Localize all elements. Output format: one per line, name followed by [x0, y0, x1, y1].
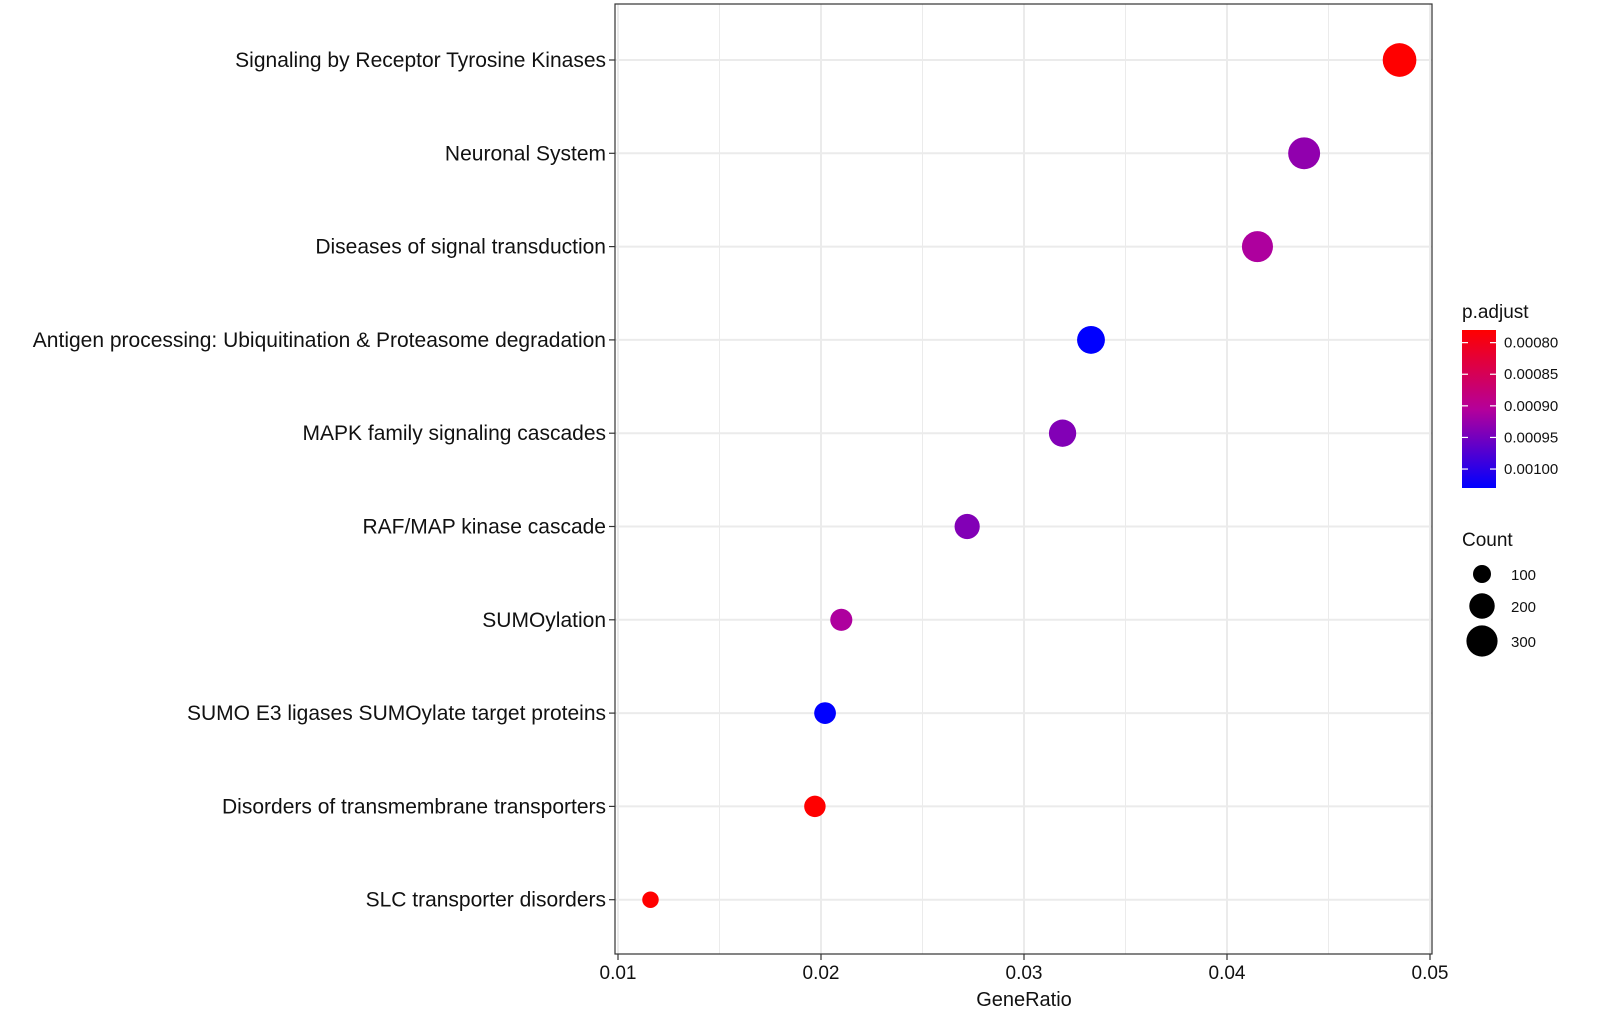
y-category-label: Disorders of transmembrane transporters [222, 795, 606, 818]
x-tick-label: 0.05 [1412, 963, 1449, 984]
x-tick-label: 0.03 [1006, 963, 1043, 984]
color-legend-label: 0.00100 [1504, 461, 1558, 478]
size-legend-dot [1469, 593, 1495, 619]
color-legend-ticks: 0.00080 0.00085 0.00090 0.00095 0.00100 [1462, 335, 1558, 478]
y-category-label: RAF/MAP kinase cascade [362, 516, 606, 539]
color-legend-title: p.adjust [1462, 302, 1529, 323]
y-category-label: MAPK family signaling cascades [303, 422, 606, 445]
y-category-label: Antigen processing: Ubiquitination & Pro… [33, 329, 606, 352]
color-legend-label: 0.00095 [1504, 429, 1558, 446]
size-legend: Count 100 200 300 [1462, 530, 1536, 657]
data-point [642, 891, 659, 908]
size-legend-title: Count [1462, 530, 1513, 551]
size-legend-dot [1473, 565, 1491, 583]
data-points [642, 43, 1417, 908]
color-legend-bar [1462, 330, 1496, 488]
y-category-label: Signaling by Receptor Tyrosine Kinases [235, 49, 606, 72]
color-legend-label: 0.00085 [1504, 366, 1558, 383]
data-point [1288, 137, 1321, 170]
size-legend-label: 300 [1511, 634, 1536, 651]
size-legend-label: 100 [1511, 567, 1536, 584]
x-tick-label: 0.02 [803, 963, 840, 984]
x-axis: 0.01 0.02 0.03 0.04 0.05 [600, 954, 1449, 984]
y-category-label: Diseases of signal transduction [315, 236, 606, 259]
data-point [1048, 419, 1077, 447]
size-legend-dot [1466, 625, 1498, 657]
size-legend-label: 200 [1511, 599, 1536, 616]
color-legend: p.adjust 0.000800.000850.000900.000950.0… [1462, 302, 1558, 488]
data-point [830, 608, 853, 631]
plot-panel [614, 3, 1433, 955]
color-legend-label: 0.00090 [1504, 398, 1558, 415]
y-category-label: SUMOylation [482, 609, 606, 632]
x-tick-label: 0.04 [1209, 963, 1246, 984]
y-category-label: SLC transporter disorders [366, 889, 606, 912]
data-point [804, 795, 826, 818]
data-point [1382, 43, 1417, 77]
data-point [1241, 231, 1273, 263]
data-point [954, 513, 980, 540]
y-category-label: Neuronal System [445, 142, 606, 165]
x-tick-label: 0.01 [600, 963, 637, 984]
color-legend-label: 0.00080 [1504, 335, 1558, 352]
data-point [814, 702, 836, 724]
y-category-label: SUMO E3 ligases SUMOylate target protein… [187, 702, 606, 725]
x-axis-title: GeneRatio [976, 989, 1072, 1011]
size-legend-items: 100 200 300 [1466, 565, 1536, 657]
data-point [1077, 325, 1105, 354]
y-axis: Signaling by Receptor Tyrosine Kinases Ne… [33, 49, 615, 912]
